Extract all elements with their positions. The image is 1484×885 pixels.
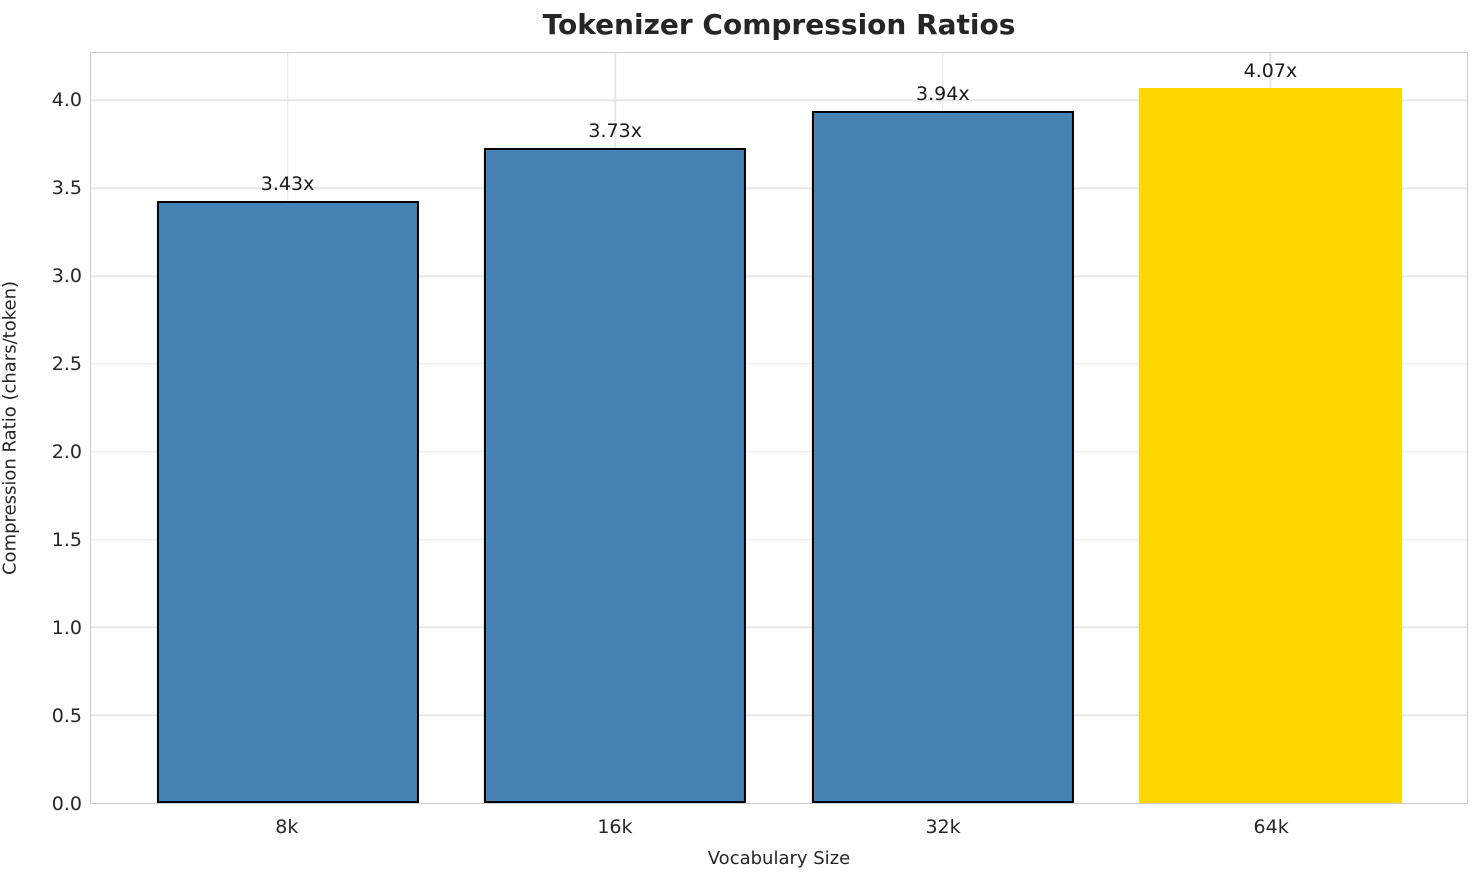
x-tick-label: 32k — [925, 816, 961, 838]
x-axis-label: Vocabulary Size — [707, 848, 851, 869]
y-tick-label: 2.0 — [51, 440, 82, 463]
bar-32k — [811, 110, 1074, 803]
bar-8k — [156, 200, 419, 803]
y-tick-label: 0.0 — [51, 793, 82, 815]
gridline-horizontal — [91, 538, 1467, 541]
gridline-horizontal — [91, 187, 1467, 189]
gridline-horizontal — [91, 450, 1467, 453]
x-tick-label: 64k — [1253, 816, 1289, 838]
bar-16k — [484, 147, 747, 803]
gridline-horizontal — [91, 99, 1467, 102]
y-tick-label: 3.5 — [51, 176, 82, 199]
plot-area: 3.43x 3.73x 3.94x 4.07x — [90, 52, 1468, 804]
y-tick-label: 4.0 — [51, 88, 82, 111]
x-tick-label: 16k — [597, 816, 633, 838]
bar-value-label: 3.73x — [588, 119, 642, 142]
gridline-horizontal — [91, 275, 1467, 277]
bar-value-label: 3.43x — [260, 172, 315, 195]
y-tick-label: 1.5 — [51, 528, 82, 551]
gridline-horizontal — [91, 714, 1467, 716]
y-axis: 0.0 0.5 1.0 1.5 2.0 2.5 3.0 3.5 4.0 — [0, 52, 82, 815]
bar-64k — [1139, 88, 1402, 803]
bar-value-label: 4.07x — [1243, 60, 1298, 83]
bar-value-label: 3.94x — [916, 82, 970, 105]
chart-title: Tokenizer Compression Ratios — [542, 8, 1016, 41]
x-axis: 8k 16k 32k 64k — [90, 812, 1468, 842]
gridline-horizontal — [91, 626, 1467, 629]
y-tick-label: 0.5 — [51, 704, 82, 727]
y-tick-label: 2.5 — [51, 352, 82, 375]
y-tick-label: 1.0 — [51, 616, 82, 639]
gridline-horizontal — [91, 363, 1467, 365]
x-tick-label: 8k — [275, 816, 299, 838]
y-tick-label: 3.0 — [51, 264, 82, 287]
